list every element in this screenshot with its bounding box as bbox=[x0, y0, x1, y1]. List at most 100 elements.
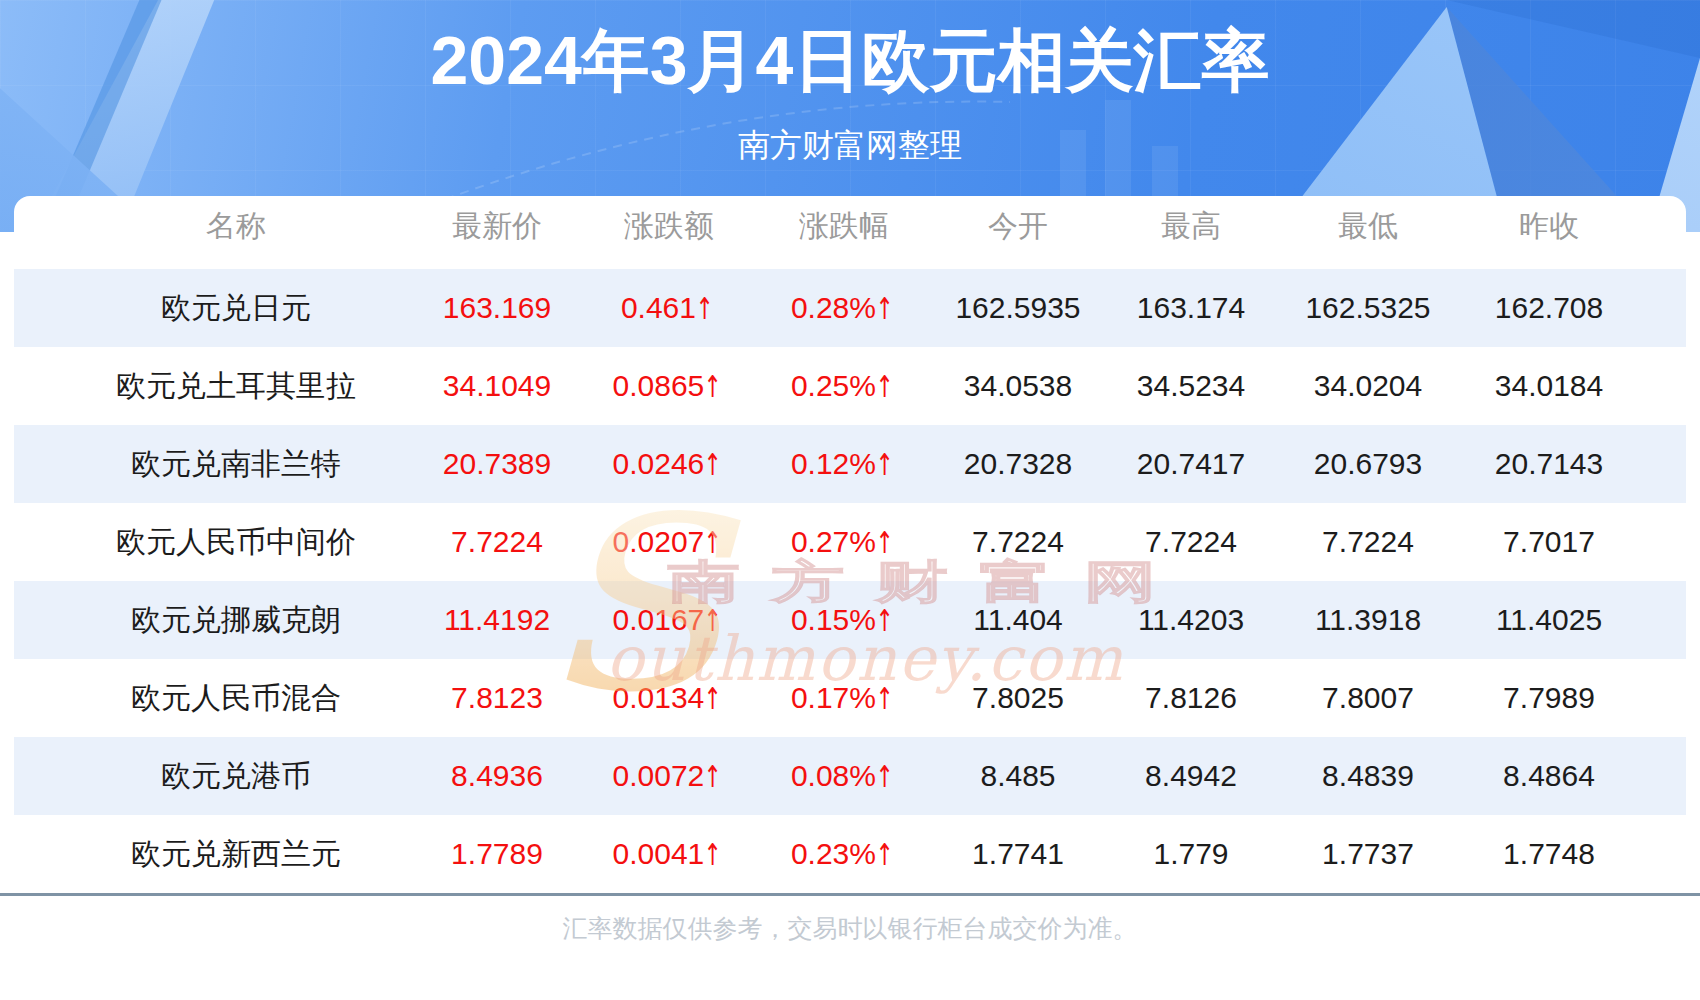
cell-change: 0.0041↑ bbox=[584, 837, 754, 872]
up-arrow-icon: ↑ bbox=[704, 603, 722, 638]
cell-pct: 0.17%↑ bbox=[754, 681, 934, 716]
footer-divider bbox=[0, 893, 1700, 896]
cell-prev: 1.7748 bbox=[1456, 837, 1686, 871]
table-body: 欧元兑日元 163.169 0.461↑ 0.28%↑ 162.5935 163… bbox=[14, 269, 1686, 893]
cell-high: 34.5234 bbox=[1102, 369, 1280, 403]
cell-name: 欧元兑港币 bbox=[14, 756, 434, 797]
cell-low: 34.0204 bbox=[1280, 369, 1456, 403]
cell-pct: 0.08%↑ bbox=[754, 759, 934, 794]
page-title: 2024年3月4日欧元相关汇率 bbox=[0, 16, 1700, 107]
cell-low: 7.7224 bbox=[1280, 525, 1456, 559]
cell-last: 11.4192 bbox=[434, 603, 584, 637]
col-header-change: 涨跌额 bbox=[584, 206, 754, 247]
up-arrow-icon: ↑ bbox=[704, 447, 722, 482]
cell-high: 8.4942 bbox=[1102, 759, 1280, 793]
cell-open: 11.404 bbox=[934, 603, 1102, 637]
cell-change: 0.0207↑ bbox=[584, 525, 754, 560]
up-arrow-icon: ↑ bbox=[875, 369, 893, 404]
cell-last: 7.8123 bbox=[434, 681, 584, 715]
cell-high: 11.4203 bbox=[1102, 603, 1280, 637]
cell-open: 7.7224 bbox=[934, 525, 1102, 559]
table-row: 欧元兑日元 163.169 0.461↑ 0.28%↑ 162.5935 163… bbox=[14, 269, 1686, 347]
cell-last: 34.1049 bbox=[434, 369, 584, 403]
table-row: 欧元兑港币 8.4936 0.0072↑ 0.08%↑ 8.485 8.4942… bbox=[14, 737, 1686, 815]
cell-pct: 0.15%↑ bbox=[754, 603, 934, 638]
cell-low: 20.6793 bbox=[1280, 447, 1456, 481]
up-arrow-icon: ↑ bbox=[695, 291, 713, 326]
rates-table: 名称 最新价 涨跌额 涨跌幅 今开 最高 最低 昨收 欧元兑日元 163.169… bbox=[14, 196, 1686, 893]
cell-change: 0.0865↑ bbox=[584, 369, 754, 404]
cell-name: 欧元兑南非兰特 bbox=[14, 444, 434, 485]
table-row: 欧元兑土耳其里拉 34.1049 0.0865↑ 0.25%↑ 34.0538 … bbox=[14, 347, 1686, 425]
cell-prev: 34.0184 bbox=[1456, 369, 1686, 403]
col-header-high: 最高 bbox=[1102, 206, 1280, 247]
cell-high: 20.7417 bbox=[1102, 447, 1280, 481]
up-arrow-icon: ↑ bbox=[875, 291, 893, 326]
cell-name: 欧元兑日元 bbox=[14, 288, 434, 329]
cell-prev: 162.708 bbox=[1456, 291, 1686, 325]
up-arrow-icon: ↑ bbox=[875, 681, 893, 716]
cell-name: 欧元人民币混合 bbox=[14, 678, 434, 719]
cell-low: 1.7737 bbox=[1280, 837, 1456, 871]
cell-last: 20.7389 bbox=[434, 447, 584, 481]
up-arrow-icon: ↑ bbox=[875, 603, 893, 638]
cell-last: 163.169 bbox=[434, 291, 584, 325]
cell-change: 0.461↑ bbox=[584, 291, 754, 326]
cell-low: 162.5325 bbox=[1280, 291, 1456, 325]
cell-change: 0.0134↑ bbox=[584, 681, 754, 716]
up-arrow-icon: ↑ bbox=[875, 837, 893, 872]
cell-open: 34.0538 bbox=[934, 369, 1102, 403]
cell-last: 1.7789 bbox=[434, 837, 584, 871]
cell-change: 0.0246↑ bbox=[584, 447, 754, 482]
cell-high: 7.8126 bbox=[1102, 681, 1280, 715]
cell-prev: 7.7017 bbox=[1456, 525, 1686, 559]
cell-open: 1.7741 bbox=[934, 837, 1102, 871]
table-row: 欧元兑挪威克朗 11.4192 0.0167↑ 0.15%↑ 11.404 11… bbox=[14, 581, 1686, 659]
cell-open: 8.485 bbox=[934, 759, 1102, 793]
cell-pct: 0.12%↑ bbox=[754, 447, 934, 482]
cell-open: 20.7328 bbox=[934, 447, 1102, 481]
col-header-pct: 涨跌幅 bbox=[754, 206, 934, 247]
up-arrow-icon: ↑ bbox=[704, 759, 722, 794]
cell-name: 欧元兑挪威克朗 bbox=[14, 600, 434, 641]
up-arrow-icon: ↑ bbox=[704, 369, 722, 404]
cell-pct: 0.23%↑ bbox=[754, 837, 934, 872]
col-header-name: 名称 bbox=[14, 206, 434, 247]
table-row: 欧元兑新西兰元 1.7789 0.0041↑ 0.23%↑ 1.7741 1.7… bbox=[14, 815, 1686, 893]
table-row: 欧元人民币混合 7.8123 0.0134↑ 0.17%↑ 7.8025 7.8… bbox=[14, 659, 1686, 737]
cell-pct: 0.28%↑ bbox=[754, 291, 934, 326]
cell-change: 0.0072↑ bbox=[584, 759, 754, 794]
cell-prev: 20.7143 bbox=[1456, 447, 1686, 481]
col-header-open: 今开 bbox=[934, 206, 1102, 247]
table-row: 欧元人民币中间价 7.7224 0.0207↑ 0.27%↑ 7.7224 7.… bbox=[14, 503, 1686, 581]
cell-low: 11.3918 bbox=[1280, 603, 1456, 637]
cell-name: 欧元兑新西兰元 bbox=[14, 834, 434, 875]
cell-open: 162.5935 bbox=[934, 291, 1102, 325]
cell-name: 欧元人民币中间价 bbox=[14, 522, 434, 563]
up-arrow-icon: ↑ bbox=[704, 525, 722, 560]
cell-pct: 0.27%↑ bbox=[754, 525, 934, 560]
col-header-prev: 昨收 bbox=[1456, 206, 1686, 247]
up-arrow-icon: ↑ bbox=[875, 447, 893, 482]
up-arrow-icon: ↑ bbox=[704, 681, 722, 716]
cell-last: 7.7224 bbox=[434, 525, 584, 559]
cell-name: 欧元兑土耳其里拉 bbox=[14, 366, 434, 407]
table-row: 欧元兑南非兰特 20.7389 0.0246↑ 0.12%↑ 20.7328 2… bbox=[14, 425, 1686, 503]
table-header-row: 名称 最新价 涨跌额 涨跌幅 今开 最高 最低 昨收 bbox=[14, 196, 1686, 269]
cell-prev: 8.4864 bbox=[1456, 759, 1686, 793]
cell-high: 1.779 bbox=[1102, 837, 1280, 871]
cell-low: 8.4839 bbox=[1280, 759, 1456, 793]
up-arrow-icon: ↑ bbox=[704, 837, 722, 872]
cell-pct: 0.25%↑ bbox=[754, 369, 934, 404]
page: 2024年3月4日欧元相关汇率 南方财富网整理 名称 最新价 涨跌额 涨跌幅 今… bbox=[0, 0, 1700, 1000]
cell-high: 163.174 bbox=[1102, 291, 1280, 325]
up-arrow-icon: ↑ bbox=[875, 759, 893, 794]
cell-low: 7.8007 bbox=[1280, 681, 1456, 715]
cell-high: 7.7224 bbox=[1102, 525, 1280, 559]
cell-open: 7.8025 bbox=[934, 681, 1102, 715]
up-arrow-icon: ↑ bbox=[875, 525, 893, 560]
cell-last: 8.4936 bbox=[434, 759, 584, 793]
cell-prev: 11.4025 bbox=[1456, 603, 1686, 637]
col-header-low: 最低 bbox=[1280, 206, 1456, 247]
cell-change: 0.0167↑ bbox=[584, 603, 754, 638]
